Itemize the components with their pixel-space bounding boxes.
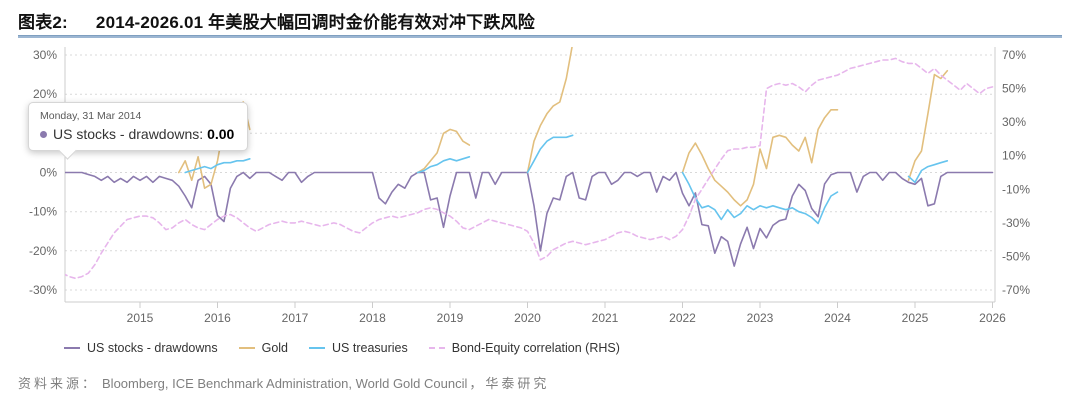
y-axis-label-left: -10%: [29, 205, 57, 219]
chart-tooltip: Monday, 31 Mar 2014 US stocks - drawdown…: [28, 102, 249, 151]
series-line-us-treasuries[interactable]: [681, 171, 839, 225]
series-line-gold[interactable]: [416, 128, 471, 174]
y-axis-label-left: -30%: [29, 283, 57, 297]
title-text: 2014-2026.01 年美股大幅回调时金价能有效对冲下跌风险: [95, 13, 535, 32]
legend-item-gold[interactable]: Gold: [238, 341, 289, 355]
series-line-us-stocks-drawdowns[interactable]: [63, 171, 994, 267]
legend-item-bond-equity-correlation[interactable]: Bond-Equity correlation (RHS): [428, 341, 620, 355]
x-axis-label: 2021: [592, 311, 619, 325]
x-axis-label: 2026: [979, 311, 1006, 325]
y-axis-label-left: 0%: [40, 166, 58, 180]
y-axis-label-right: 10%: [1002, 149, 1026, 163]
x-axis-label: 2016: [204, 311, 231, 325]
y-axis-label-right: -50%: [1002, 249, 1030, 263]
legend-item-us-treasuries[interactable]: US treasuries: [309, 341, 408, 355]
tooltip-value: 0.00: [207, 126, 235, 142]
legend-label-bond-equity: Bond-Equity correlation (RHS): [451, 341, 620, 355]
legend-marker-gold-icon: [238, 347, 255, 349]
series-line-bond-equity-correlation[interactable]: [63, 57, 994, 280]
x-axis-label: 2019: [437, 311, 464, 325]
tooltip-series-label: US stocks - drawdowns:: [53, 126, 204, 142]
legend-label-us-treasuries: US treasuries: [332, 341, 408, 355]
source-suffix: ，华泰研究: [469, 376, 550, 391]
legend-marker-us-stocks-icon: [64, 347, 80, 349]
title-underline: [18, 35, 1062, 38]
x-axis-label: 2018: [359, 311, 386, 325]
x-axis-label: 2025: [902, 311, 929, 325]
y-axis-label-left: -20%: [29, 244, 57, 258]
y-axis-label-left: 20%: [33, 87, 57, 101]
series-line-us-treasuries[interactable]: [416, 156, 471, 174]
x-axis-label: 2017: [282, 311, 309, 325]
series-line-gold[interactable]: [526, 43, 573, 174]
legend: US stocks - drawdowns Gold US treasuries…: [64, 341, 620, 355]
x-axis-label: 2015: [127, 311, 154, 325]
y-axis-label-right: 50%: [1002, 82, 1026, 96]
series-line-us-treasuries[interactable]: [526, 134, 574, 174]
legend-label-us-stocks: US stocks - drawdowns: [87, 341, 218, 355]
y-axis-label-right: -30%: [1002, 216, 1030, 230]
title-prefix: 图表2:: [18, 13, 68, 32]
x-axis-label: 2020: [514, 311, 541, 325]
series-line-us-treasuries[interactable]: [907, 160, 949, 184]
page-title: 图表2: 2014-2026.01 年美股大幅回调时金价能有效对冲下跌风险: [18, 8, 535, 33]
x-axis-label: 2024: [824, 311, 851, 325]
x-axis-label: 2022: [669, 311, 696, 325]
series-line-gold[interactable]: [681, 109, 839, 207]
legend-label-gold: Gold: [261, 341, 289, 355]
tooltip-series-marker-icon: [40, 131, 47, 138]
source-agencies: Bloomberg, ICE Benchmark Administration,…: [102, 376, 468, 391]
x-axis-label: 2023: [747, 311, 774, 325]
y-axis-label-right: 30%: [1002, 115, 1026, 129]
source-label: 资料来源：: [18, 376, 99, 391]
legend-marker-bond-equity-icon: [428, 347, 445, 349]
series-line-gold[interactable]: [907, 69, 949, 182]
legend-marker-us-treasuries-icon: [309, 347, 326, 349]
source-note: 资料来源： Bloomberg, ICE Benchmark Administra…: [18, 373, 549, 392]
y-axis-label-right: 70%: [1002, 48, 1026, 62]
series-line-us-treasuries[interactable]: [184, 158, 251, 174]
legend-item-us-stocks-drawdowns[interactable]: US stocks - drawdowns: [64, 341, 218, 355]
tooltip-row: US stocks - drawdowns: 0.00: [40, 126, 234, 142]
y-axis-label-left: 30%: [33, 48, 57, 62]
y-axis-label-right: -10%: [1002, 182, 1030, 196]
y-axis-label-right: -70%: [1002, 283, 1030, 297]
tooltip-date: Monday, 31 Mar 2014: [40, 110, 142, 122]
